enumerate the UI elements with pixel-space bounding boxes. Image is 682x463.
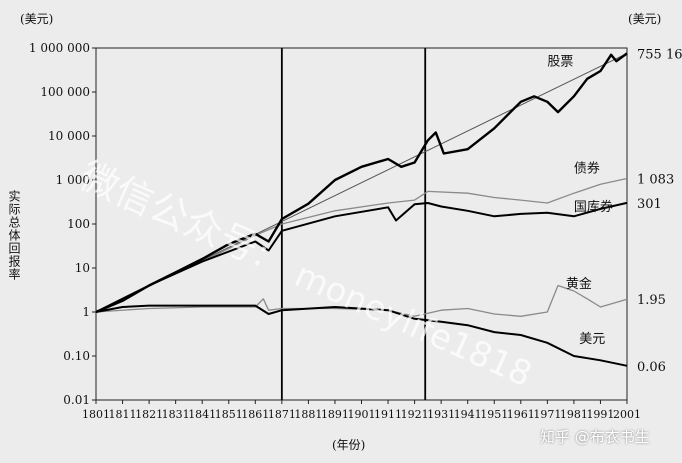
x-tick-label: 1901	[348, 408, 376, 421]
x-tick-label: 1931	[427, 408, 455, 421]
x-tick-label: 1851	[215, 408, 243, 421]
y-tick-label: 10 000	[48, 129, 90, 143]
right-unit-label: (美元)	[628, 12, 662, 26]
x-tick-label: 1891	[321, 408, 349, 421]
y-tick-label: 100 000	[40, 85, 90, 99]
series-line	[95, 304, 628, 367]
left-unit-label: (美元)	[20, 12, 54, 26]
x-tick-label: 1811	[109, 408, 137, 421]
y-axis-label: 实际总体回报率	[7, 190, 21, 281]
y-tick-label: 0.10	[63, 349, 90, 363]
x-tick-label: 1871	[268, 408, 296, 421]
x-tick-label: 2001	[613, 408, 641, 421]
y-tick-label: 1 000 000	[29, 41, 90, 55]
series-end-value: 1 083	[637, 172, 674, 187]
x-tick-label: 1991	[586, 408, 614, 421]
y-tick-label: 0.01	[63, 393, 90, 407]
series-end-value: 0.06	[637, 360, 666, 375]
x-tick-label: 1951	[480, 408, 508, 421]
y-tick-label: 1 000	[56, 173, 90, 187]
series-line	[95, 177, 628, 313]
x-tick-label: 1861	[241, 408, 269, 421]
series-end-value: 1.95	[637, 293, 666, 308]
x-tick-label: 1821	[135, 408, 163, 421]
series-end-value: 755 163	[637, 47, 682, 62]
series-end-value: 301	[637, 197, 662, 212]
series-name-label: 国库券	[574, 199, 613, 215]
x-tick-label: 1971	[533, 408, 561, 421]
series-name-label: 美元	[579, 332, 605, 347]
series-name-label: 债券	[574, 160, 600, 176]
x-tick-label: 1831	[162, 408, 190, 421]
x-tick-label: 1921	[401, 408, 429, 421]
x-tick-label: 1801	[82, 408, 110, 421]
series-name-label: 股票	[547, 55, 573, 70]
source-credit: 知乎 @布衣书生	[540, 428, 650, 446]
series-name-label: 黄金	[566, 276, 592, 292]
x-tick-label: 1941	[454, 408, 482, 421]
y-tick-label: 100	[67, 217, 90, 231]
y-tick-label: 1	[82, 305, 90, 319]
x-tick-label: 1961	[507, 408, 535, 421]
x-tick-label: 1881	[294, 408, 322, 421]
x-tick-label: 1841	[188, 408, 216, 421]
series-line	[95, 52, 628, 314]
x-axis-label: (年份)	[332, 438, 366, 452]
x-tick-label: 1911	[374, 408, 402, 421]
x-tick-label: 1981	[560, 408, 588, 421]
y-tick-label: 10	[75, 261, 90, 275]
series-line	[95, 201, 628, 313]
